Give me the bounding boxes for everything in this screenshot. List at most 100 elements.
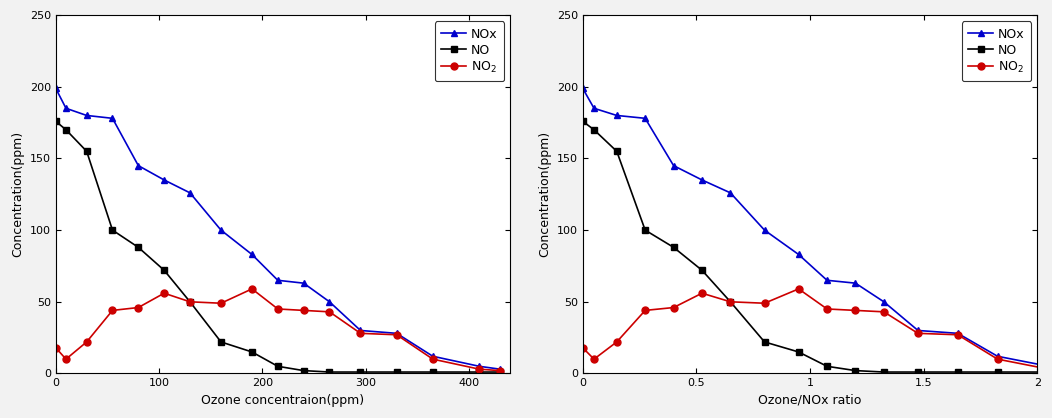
X-axis label: Ozone concentraion(ppm): Ozone concentraion(ppm)	[201, 394, 365, 407]
NO$_2$	[298, 308, 310, 313]
NOx	[991, 354, 1004, 359]
NOx	[215, 228, 227, 233]
NO	[246, 349, 259, 354]
NO	[695, 268, 708, 273]
NO$_2$	[493, 368, 506, 373]
NO	[158, 268, 170, 273]
NO	[576, 119, 589, 124]
NO$_2$	[849, 308, 862, 313]
NOx	[849, 280, 862, 285]
NO	[323, 370, 336, 375]
NOx	[792, 252, 805, 257]
Line: NOx: NOx	[53, 85, 504, 372]
NO$_2$	[792, 286, 805, 291]
NOx	[246, 252, 259, 257]
NOx	[588, 106, 601, 111]
NO$_2$	[821, 306, 833, 311]
NO	[912, 370, 925, 375]
NO	[132, 245, 144, 250]
NO	[355, 370, 367, 375]
NO$_2$	[877, 309, 890, 314]
NO$_2$	[132, 305, 144, 310]
NO	[271, 364, 284, 369]
NO$_2$	[991, 357, 1004, 362]
NO	[493, 370, 506, 375]
NO	[951, 370, 964, 375]
NOx	[877, 299, 890, 304]
NO$_2$	[271, 306, 284, 311]
NO$_2$	[106, 308, 119, 313]
NO	[106, 228, 119, 233]
NOx	[184, 190, 197, 195]
NOx	[667, 163, 680, 168]
NOx	[49, 86, 62, 91]
NO	[1043, 370, 1052, 375]
NOx	[473, 364, 486, 369]
NO$_2$	[80, 339, 93, 344]
NO	[184, 299, 197, 304]
NOx	[610, 113, 623, 118]
NO	[724, 299, 736, 304]
Legend: NOx, NO, NO$_2$: NOx, NO, NO$_2$	[434, 21, 504, 81]
NO$_2$	[60, 357, 73, 362]
NO$_2$	[49, 345, 62, 350]
NO$_2$	[158, 291, 170, 296]
NO$_2$	[588, 357, 601, 362]
NO$_2$	[695, 291, 708, 296]
NOx	[912, 328, 925, 333]
Line: NO$_2$: NO$_2$	[53, 285, 504, 374]
NO$_2$	[724, 299, 736, 304]
NO$_2$	[215, 301, 227, 306]
NOx	[724, 190, 736, 195]
NO	[610, 149, 623, 154]
NOx	[695, 178, 708, 183]
NO	[588, 127, 601, 132]
NOx	[106, 116, 119, 121]
NO	[426, 370, 439, 375]
NOx	[951, 331, 964, 336]
NO$_2$	[758, 301, 771, 306]
NO$_2$	[246, 286, 259, 291]
NOx	[323, 299, 336, 304]
NO	[639, 228, 651, 233]
NO$_2$	[390, 332, 403, 337]
NO$_2$	[426, 357, 439, 362]
NOx	[271, 278, 284, 283]
NOx	[355, 328, 367, 333]
X-axis label: Ozone/NOx ratio: Ozone/NOx ratio	[758, 394, 862, 407]
NO$_2$	[667, 305, 680, 310]
NO$_2$	[323, 309, 336, 314]
NO$_2$	[639, 308, 651, 313]
NOx	[426, 354, 439, 359]
NO	[849, 368, 862, 373]
NO$_2$	[610, 339, 623, 344]
Y-axis label: Concentration(ppm): Concentration(ppm)	[539, 131, 551, 257]
NOx	[758, 228, 771, 233]
NOx	[60, 106, 73, 111]
NO$_2$	[1043, 367, 1052, 372]
NO	[49, 119, 62, 124]
Line: NO: NO	[53, 118, 504, 375]
Line: NO: NO	[580, 118, 1052, 375]
NOx	[821, 278, 833, 283]
NOx	[80, 113, 93, 118]
NOx	[298, 280, 310, 285]
NO$_2$	[912, 331, 925, 336]
NO	[60, 127, 73, 132]
NO$_2$	[473, 367, 486, 372]
NO	[991, 370, 1004, 375]
NOx	[639, 116, 651, 121]
Legend: NOx, NO, NO$_2$: NOx, NO, NO$_2$	[962, 21, 1031, 81]
NO	[821, 364, 833, 369]
NOx	[576, 86, 589, 91]
NO	[298, 368, 310, 373]
NO$_2$	[576, 345, 589, 350]
Y-axis label: Concentration(ppm): Concentration(ppm)	[12, 131, 24, 257]
NO	[473, 370, 486, 375]
NO	[877, 370, 890, 375]
NO	[80, 149, 93, 154]
NO	[758, 339, 771, 344]
NO	[792, 349, 805, 354]
NO$_2$	[184, 299, 197, 304]
NOx	[1043, 364, 1052, 369]
